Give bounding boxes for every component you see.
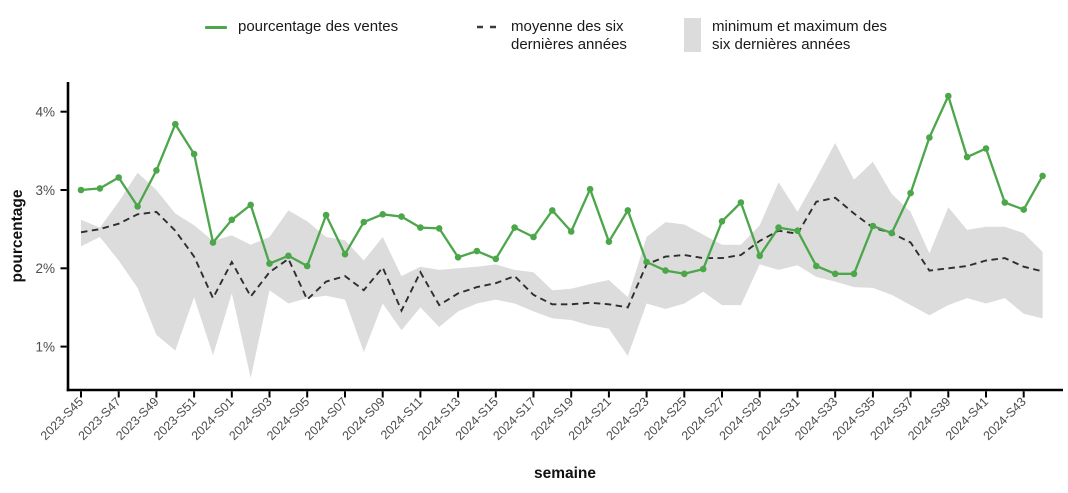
data-point xyxy=(266,260,273,267)
data-point xyxy=(341,250,349,258)
line-swatch-icon xyxy=(205,26,227,29)
legend-item-moyenne: moyenne des six dernières années xyxy=(476,18,627,53)
data-point xyxy=(511,224,518,231)
data-point xyxy=(190,150,198,158)
legend-item-minmax: minimum et maximum des six dernières ann… xyxy=(684,18,887,53)
data-point xyxy=(360,218,368,226)
y-tick-label: 1% xyxy=(35,339,55,354)
data-point xyxy=(756,252,763,260)
legend-label-ventes: pourcentage des ventes xyxy=(238,18,399,35)
data-point xyxy=(96,185,104,192)
y-tick-label: 2% xyxy=(35,261,55,276)
data-point xyxy=(907,189,914,197)
data-point xyxy=(567,228,575,235)
data-point xyxy=(473,247,481,255)
data-point xyxy=(379,211,387,218)
data-point xyxy=(492,255,500,263)
data-point xyxy=(435,225,443,232)
data-point xyxy=(643,258,650,266)
data-point xyxy=(718,218,726,225)
y-tick-label: 4% xyxy=(35,105,55,120)
legend-label-moyenne: moyenne des six dernières années xyxy=(511,18,627,53)
data-point xyxy=(963,153,971,161)
data-point xyxy=(247,201,254,209)
data-point xyxy=(1001,199,1009,206)
data-point xyxy=(77,186,85,194)
data-point xyxy=(172,120,179,128)
data-point xyxy=(530,233,537,241)
data-point xyxy=(737,199,745,206)
dashed-line-swatch-icon xyxy=(477,25,499,29)
data-point xyxy=(699,265,707,273)
data-point xyxy=(549,207,556,214)
data-point xyxy=(775,224,782,231)
plot-layer: 1%2%3%4%2023-S452023-S472023-S492023-S51… xyxy=(35,82,1063,443)
data-point xyxy=(794,227,801,234)
x-axis-title: semaine xyxy=(534,465,596,482)
legend-label-minmax: minimum et maximum des six dernières ann… xyxy=(712,18,888,53)
data-point xyxy=(662,267,669,274)
data-point xyxy=(228,216,236,224)
y-axis-title: pourcentage xyxy=(9,189,26,282)
data-point xyxy=(454,253,462,261)
data-point xyxy=(681,270,688,278)
sales-line xyxy=(80,94,1044,275)
data-point xyxy=(209,239,217,246)
y-tick-label: 3% xyxy=(35,183,55,198)
data-point xyxy=(586,185,594,193)
data-point xyxy=(869,222,877,230)
data-point xyxy=(398,213,405,220)
data-point xyxy=(831,270,839,278)
data-point xyxy=(926,134,933,141)
data-point xyxy=(888,229,895,237)
data-point xyxy=(850,270,858,278)
data-point xyxy=(285,252,292,260)
data-point xyxy=(813,262,820,270)
data-point xyxy=(115,174,122,181)
data-point xyxy=(982,145,990,152)
data-point xyxy=(624,207,632,214)
ribbon-minmax xyxy=(81,143,1043,378)
data-point xyxy=(153,167,160,174)
data-point xyxy=(945,92,952,100)
data-point xyxy=(417,224,424,231)
data-point xyxy=(1039,172,1046,180)
data-point xyxy=(605,238,613,245)
data-point xyxy=(322,211,330,219)
data-point xyxy=(1020,206,1027,213)
legend-item-ventes: pourcentage des ventes xyxy=(205,18,398,36)
data-point xyxy=(134,203,141,210)
data-point xyxy=(303,262,311,270)
ribbon-swatch-icon xyxy=(684,18,701,52)
